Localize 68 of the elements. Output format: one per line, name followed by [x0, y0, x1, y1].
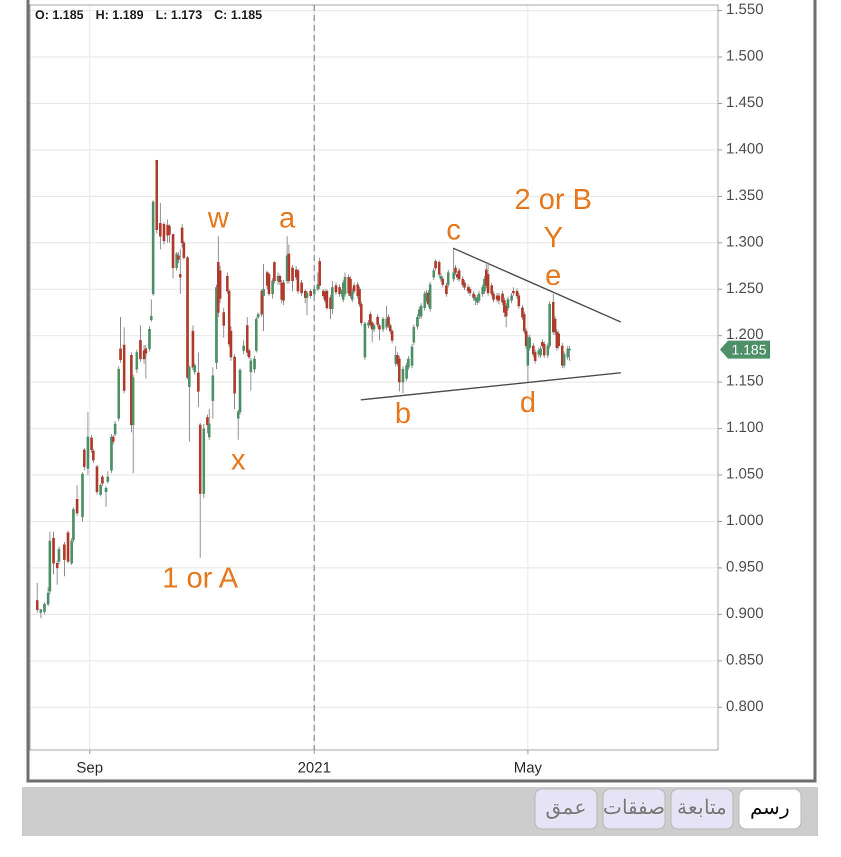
candlestick [106, 470, 110, 484]
annotation: C: 1.185 [214, 8, 262, 22]
candlestick [402, 366, 404, 394]
y-tick-label: 0.950 [726, 558, 764, 576]
annotation: 2 or B [514, 184, 592, 216]
candlestick [242, 340, 245, 355]
candlestick [398, 356, 401, 392]
annotation: b [394, 398, 412, 430]
x-tick-label: 2021 [298, 760, 331, 776]
y-tick-label: 1.300 [726, 233, 764, 250]
text: صفقات [603, 797, 665, 819]
annotation: w [206, 202, 230, 234]
candlestick [197, 352, 200, 408]
y-tick-label: 1.250 [726, 280, 764, 297]
candlestick [472, 290, 475, 301]
x-tick-label: Sep [76, 760, 104, 776]
text: 1.185 [731, 342, 767, 358]
y-tick-label: 1.550 [726, 1, 764, 18]
y-tick-label: 1.400 [726, 140, 764, 158]
candlestick [104, 486, 108, 508]
candlestick [175, 252, 178, 272]
candlestick [452, 248, 455, 282]
annotation: c [446, 214, 461, 246]
candlestick [268, 272, 270, 296]
candlestick [208, 408, 211, 440]
y-tick-label: 1.350 [726, 186, 764, 204]
candlestick [306, 290, 308, 316]
candlestick [349, 276, 352, 299]
y-tick-label: 1.500 [726, 48, 764, 65]
annotation: O: 1.185 [35, 8, 84, 22]
y-tick-label: 0.800 [726, 698, 764, 715]
candlestick [466, 284, 470, 294]
candlestick [542, 340, 546, 358]
candlestick [331, 280, 334, 315]
y-tick-label: 1.100 [726, 419, 764, 436]
annotation: Y [544, 222, 563, 254]
candlestick [438, 260, 440, 278]
annotation: L: 1.173 [156, 8, 202, 22]
text: رسم [750, 797, 790, 819]
candlestick [178, 248, 182, 294]
y-tick-label: 1.150 [726, 372, 764, 390]
candlestick [136, 349, 138, 374]
annotation: d [520, 387, 536, 420]
text: عمق [546, 797, 586, 819]
candlestick [486, 262, 490, 296]
candlestick [36, 582, 39, 613]
annotation: H: 1.189 [96, 8, 144, 22]
text: متابعة [677, 797, 727, 819]
candlestick [83, 448, 86, 471]
candlestick [150, 299, 153, 322]
annotation: a [279, 202, 296, 234]
x-tick-label: May [514, 760, 543, 776]
y-tick-label: 1.450 [726, 94, 764, 111]
annotation: 1 or A [162, 562, 239, 595]
annotation: e [545, 260, 562, 292]
y-tick-label: 1.000 [726, 512, 764, 529]
candlestick [568, 345, 571, 362]
y-tick-label: 0.900 [726, 604, 764, 622]
y-tick-label: 0.850 [726, 651, 764, 668]
candlestick [262, 264, 265, 332]
candlestick [222, 307, 226, 338]
candlestick [296, 268, 300, 294]
y-tick-label: 1.200 [726, 326, 764, 344]
candlestick [468, 286, 472, 296]
candlestick [498, 292, 500, 305]
annotation: x [230, 444, 246, 477]
y-tick-label: 1.050 [726, 466, 764, 483]
candlestick [463, 280, 466, 291]
